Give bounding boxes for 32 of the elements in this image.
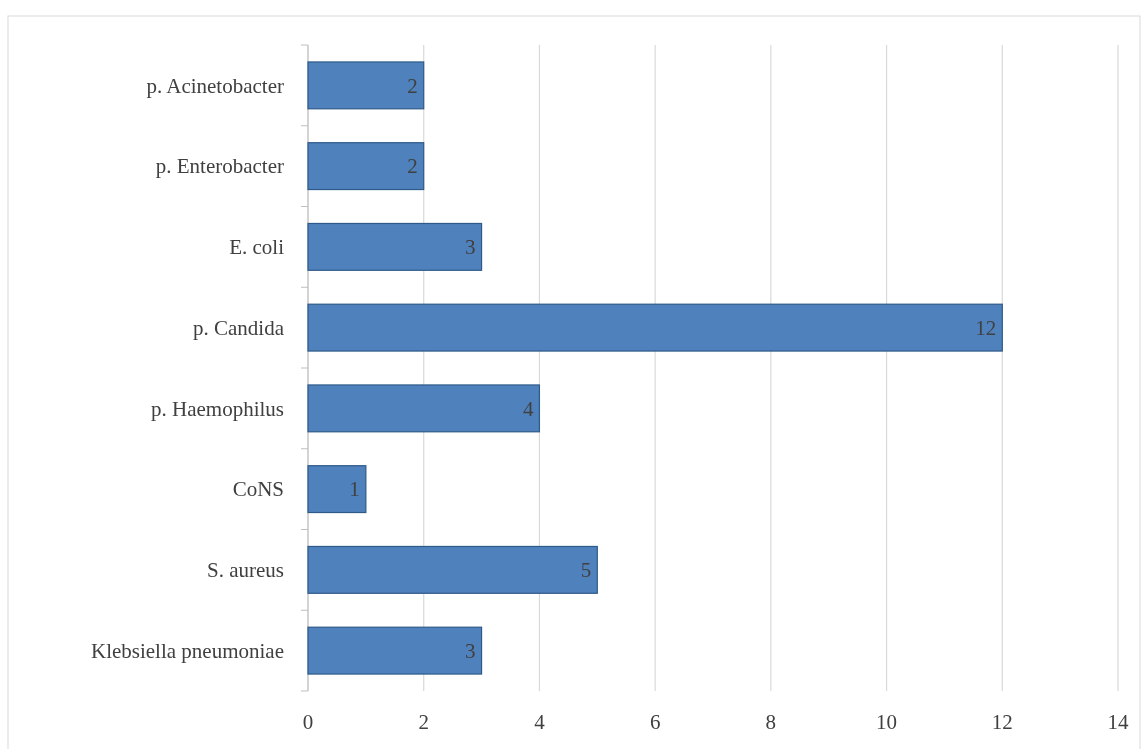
y-tick-label: p. Haemophilus <box>151 396 284 421</box>
data-label: 12 <box>975 315 997 340</box>
x-tick-label: 14 <box>1107 710 1129 734</box>
x-tick-label: 12 <box>991 710 1013 734</box>
bar <box>307 626 483 675</box>
x-tick-label: 4 <box>534 710 546 734</box>
data-label: 1 <box>349 477 360 502</box>
bar <box>307 465 367 514</box>
x-tick-label: 10 <box>876 710 898 734</box>
x-tick-label: 8 <box>765 710 777 734</box>
y-tick-label: p. Candida <box>193 315 285 340</box>
y-tick-label: E. coli <box>229 235 285 260</box>
x-tick-label: 6 <box>649 710 661 734</box>
data-label: 3 <box>465 235 476 260</box>
data-label: 2 <box>407 154 418 179</box>
data-label: 4 <box>522 396 534 421</box>
bar <box>307 384 541 433</box>
y-tick-label: S. aureus <box>207 558 284 583</box>
bar <box>307 142 425 191</box>
x-tick-label: 0 <box>302 710 314 734</box>
y-tick-label: Klebsiella pneumoniae <box>90 638 284 663</box>
y-tick-label: CoNS <box>232 477 284 502</box>
y-tick-label: p. Enterobacter <box>155 154 284 179</box>
data-label: 2 <box>407 73 418 98</box>
bar <box>307 303 1003 352</box>
bar <box>307 61 425 110</box>
x-tick-label: 2 <box>418 710 429 734</box>
bar <box>307 222 483 271</box>
data-label: 3 <box>465 638 476 663</box>
bar <box>307 545 598 594</box>
data-label: 5 <box>580 558 592 583</box>
y-tick-label: p. Acinetobacter <box>146 73 284 98</box>
